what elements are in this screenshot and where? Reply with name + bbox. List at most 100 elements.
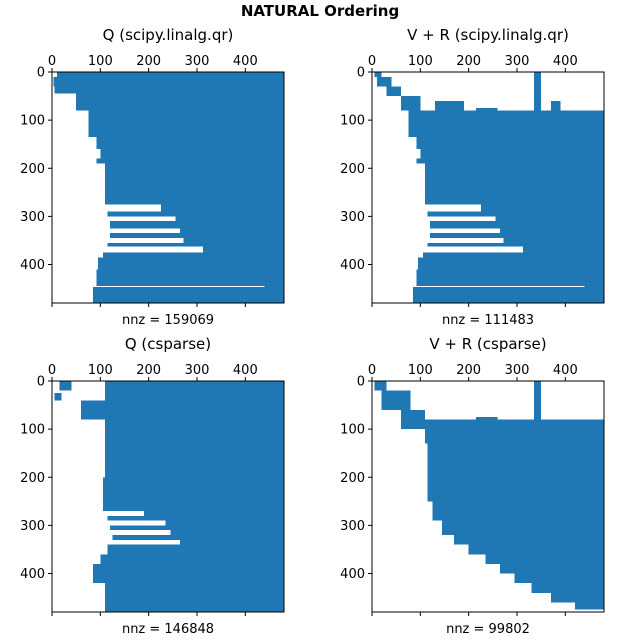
nonzero-block (500, 228, 604, 234)
y-tick-label: 0 (37, 375, 45, 390)
x-axis-label: nnz = 159069 (122, 313, 214, 328)
nonzero-block (53, 76, 284, 87)
nonzero-block (93, 563, 106, 584)
nonzero-block (386, 86, 401, 97)
nonzero-block (475, 417, 498, 420)
y-tick-label: 400 (340, 567, 365, 582)
x-tick-label: 0 (368, 54, 376, 69)
x-tick-label: 300 (185, 363, 210, 378)
y-tick-label: 200 (20, 471, 45, 486)
nonzero-block (143, 510, 284, 516)
nonzero-block (376, 76, 392, 87)
nonzero-block (81, 400, 284, 420)
nonzero-block (105, 381, 284, 401)
y-tick-label: 100 (20, 114, 45, 129)
x-axis-label: nnz = 99802 (446, 622, 530, 637)
nonzero-block (454, 535, 604, 545)
nonzero-block (417, 257, 604, 270)
nonzero-block (183, 238, 284, 243)
nonzero-block (420, 149, 604, 159)
panel-1: 0 100 200 300 400 0 100 200 300 400 Q (scipy.linal… (20, 26, 285, 328)
nonzero-block (105, 163, 284, 205)
y-tick-label: 300 (340, 519, 365, 534)
y-tick-label: 0 (37, 66, 45, 81)
y-tick-label: 0 (357, 375, 365, 390)
y-tick-label: 400 (20, 567, 45, 582)
nonzero-block (416, 158, 604, 164)
nonzero-block (96, 136, 284, 149)
nonzero-block (170, 530, 284, 535)
nonzero-block (93, 287, 284, 303)
nonzero-block (107, 242, 284, 247)
nonzero-block (374, 72, 382, 77)
panel-title: Q (csparse) (125, 335, 211, 353)
figure-title: NATURAL Ordering (241, 2, 399, 20)
nonzero-block (503, 238, 604, 243)
nonzero-block (100, 149, 284, 159)
sparsity-marks (53, 72, 284, 303)
x-tick-label: 400 (553, 363, 578, 378)
nonzero-block (500, 563, 604, 574)
x-tick-label: 200 (456, 363, 481, 378)
panel-title: V + R (csparse) (429, 335, 546, 353)
nonzero-block (175, 216, 284, 222)
nonzero-block (575, 602, 604, 610)
axes-frame (371, 71, 605, 304)
nonzero-block (165, 520, 284, 526)
nonzero-block (54, 86, 284, 94)
x-axis-label: nnz = 146848 (122, 622, 214, 637)
nonzero-block (495, 216, 604, 222)
x-tick-label: 0 (48, 363, 56, 378)
nonzero-block (59, 381, 72, 391)
x-axis-label: nnz = 111483 (442, 313, 534, 328)
nonzero-block (105, 419, 284, 478)
nonzero-block (105, 563, 284, 612)
nonzero-block (100, 554, 284, 564)
sparsity-marks (54, 381, 284, 612)
nonzero-block (107, 515, 284, 521)
nonzero-block (427, 211, 604, 217)
x-tick-label: 0 (368, 363, 376, 378)
nonzero-block (76, 93, 284, 111)
y-tick-label: 200 (340, 471, 365, 486)
nonzero-block (531, 583, 604, 593)
nonzero-block (427, 443, 604, 502)
nonzero-block (112, 535, 284, 540)
sparsity-marks (374, 72, 604, 303)
axes-frame (371, 380, 605, 613)
y-tick-label: 100 (20, 423, 45, 438)
nonzero-block (430, 221, 604, 229)
nonzero-block (110, 221, 284, 229)
nonzero-block (550, 592, 604, 603)
nonzero-block (96, 158, 284, 164)
nonzero-block (550, 100, 561, 111)
nonzero-block (381, 390, 411, 410)
x-tick-label: 400 (233, 54, 258, 69)
nonzero-block (522, 246, 604, 253)
nonzero-block (533, 72, 542, 111)
nonzero-block (427, 242, 604, 247)
y-tick-label: 300 (20, 519, 45, 534)
nonzero-block (264, 286, 284, 288)
x-tick-label: 300 (505, 363, 530, 378)
x-tick-label: 0 (48, 54, 56, 69)
nonzero-block (180, 228, 284, 234)
nonzero-block (54, 393, 62, 401)
x-tick-label: 400 (233, 363, 258, 378)
nonzero-block (430, 233, 604, 239)
nonzero-block (160, 204, 284, 212)
panel-4: 0 100 200 300 400 0 100 200 300 400 V + R (csparse… (340, 335, 605, 637)
panel-title: V + R (scipy.linalg.qr) (407, 26, 569, 44)
y-tick-label: 200 (340, 162, 365, 177)
nonzero-block (475, 108, 498, 111)
nonzero-block (56, 72, 284, 77)
y-tick-label: 400 (340, 258, 365, 273)
nonzero-block (485, 554, 604, 564)
nonzero-block (401, 409, 426, 430)
x-tick-label: 300 (185, 54, 210, 69)
nonzero-block (425, 163, 604, 205)
x-tick-label: 100 (408, 363, 433, 378)
axes-frame (51, 380, 285, 613)
nonzero-block (96, 269, 284, 287)
